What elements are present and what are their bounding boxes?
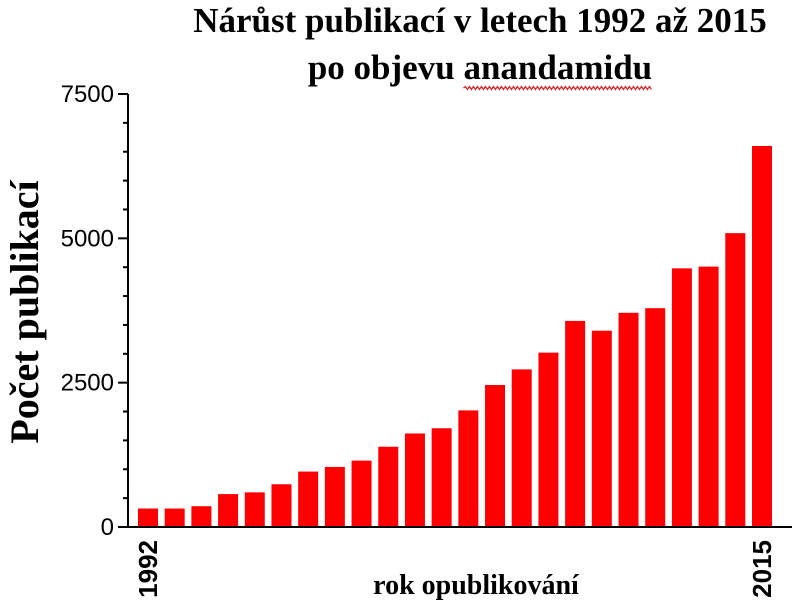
chart-title-line1: Nárůst publikací v letech 1992 až 2015 (193, 1, 767, 40)
bar-1996 (244, 492, 265, 527)
bars (138, 145, 772, 527)
x-axis-ticks: 1992 2015 (133, 540, 777, 598)
bar-2004 (458, 410, 479, 527)
chart-title-line2: po objevu anandamidu (308, 48, 652, 87)
spellcheck-underline (463, 85, 652, 91)
bar-1994 (191, 506, 212, 527)
bar-2002 (404, 433, 425, 527)
bar-2008 (565, 320, 586, 527)
bar-2012 (671, 268, 692, 527)
bar-2003 (431, 428, 452, 527)
bar-2009 (591, 330, 612, 527)
x-axis-label: rok opublikování (373, 570, 580, 601)
bar-1999 (324, 466, 345, 527)
bar-1993 (164, 508, 185, 527)
chart-title-highlight-word: anandamidu (463, 48, 652, 87)
bar-2013 (698, 266, 719, 527)
bar-2015 (752, 145, 772, 527)
bar-2006 (511, 369, 532, 527)
x-tick-label: 2015 (747, 540, 777, 598)
y-axis-label: Počet publikací (2, 179, 47, 443)
bar-1995 (218, 494, 239, 527)
bar-2000 (351, 460, 372, 527)
bar-1992 (138, 508, 158, 527)
bar-2001 (378, 446, 399, 527)
y-tick-label: 0 (101, 514, 114, 541)
y-tick-label: 2500 (61, 370, 114, 397)
y-tick-label: 7500 (61, 81, 114, 108)
x-tick-label: 1992 (133, 540, 163, 598)
bar-1998 (298, 471, 319, 527)
bar-2007 (538, 352, 559, 527)
bar-2014 (725, 233, 746, 527)
bar-2011 (645, 308, 666, 527)
y-axis-ticks: 0 2500 5000 7500 (61, 81, 128, 541)
bar-2010 (618, 312, 639, 527)
bar-2005 (485, 384, 506, 527)
chart-title-line2-prefix: po objevu (308, 48, 464, 87)
bar-1997 (271, 484, 292, 527)
y-tick-label: 5000 (61, 225, 114, 252)
